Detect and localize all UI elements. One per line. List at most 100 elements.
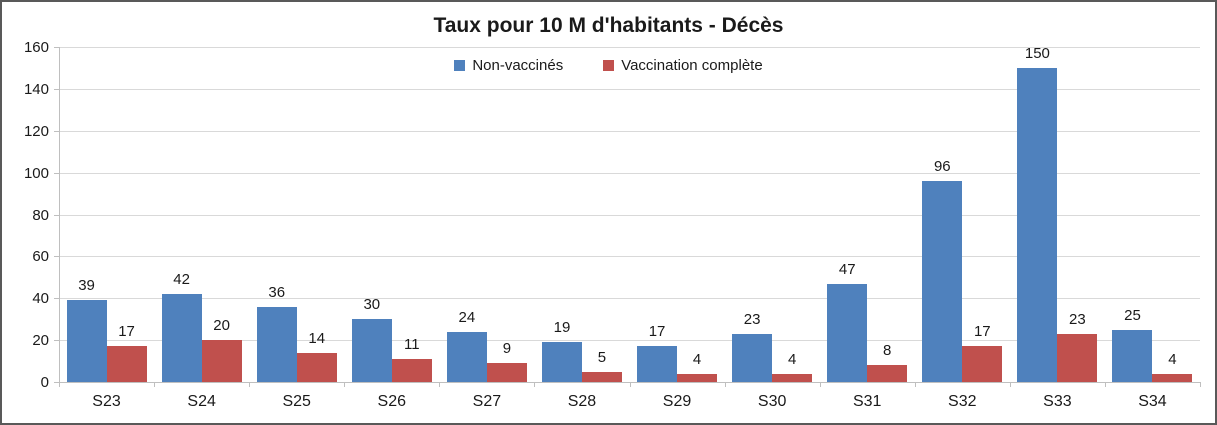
bar-value-label: 36 [268, 283, 286, 301]
x-axis-label: S24 [187, 393, 216, 410]
x-axis-tick [534, 382, 536, 387]
x-axis-tick [59, 382, 60, 387]
legend-label: Vaccination complète [621, 57, 763, 74]
bar-value-label: 23 [743, 310, 761, 328]
bar-value-label: 39 [78, 277, 95, 295]
y-axis-label: 0 [40, 374, 49, 391]
bar-vaccination-complete [962, 346, 1003, 382]
bar-non-vaccines [161, 294, 202, 382]
bar-value-label: 5 [597, 348, 607, 366]
bar-vaccination-complete [106, 346, 147, 382]
y-axis-label: 140 [23, 80, 49, 98]
bar-vaccination-complete [486, 363, 527, 382]
y-axis-label: 100 [23, 164, 49, 182]
y-axis-tick [54, 298, 59, 300]
bar-value-label: 4 [787, 350, 797, 368]
bar-vaccination-complete [1152, 373, 1193, 382]
gridline [59, 47, 1200, 48]
bar-value-label: 96 [933, 158, 951, 175]
y-axis-label: 60 [32, 248, 49, 266]
y-axis-tick [54, 340, 59, 342]
bar-vaccination-complete [581, 371, 622, 382]
bar-value-label: 42 [173, 271, 190, 289]
bar-vaccination-complete [1057, 333, 1098, 382]
bar-value-label: 19 [553, 319, 571, 337]
x-axis-label: S30 [757, 393, 787, 410]
x-axis-tick [439, 382, 441, 387]
x-axis-tick [724, 382, 726, 387]
bar-vaccination-complete [867, 365, 908, 382]
bar-value-label: 25 [1124, 306, 1141, 324]
x-axis-tick [914, 382, 916, 387]
x-axis-label: S32 [948, 393, 977, 410]
x-axis-tick [819, 382, 821, 387]
bar-value-label: 47 [838, 260, 856, 278]
bar-non-vaccines [1112, 329, 1153, 382]
y-axis-tick [54, 256, 59, 258]
y-axis-tick [54, 172, 59, 174]
y-axis-tick [54, 88, 59, 90]
bar-non-vaccines [256, 306, 297, 382]
x-axis-tick [344, 382, 346, 387]
gridline [59, 340, 1200, 342]
y-axis-tick [54, 47, 59, 48]
bar-value-label: 30 [363, 296, 381, 314]
bar-non-vaccines [66, 300, 107, 382]
y-axis-label: 160 [23, 39, 49, 56]
y-axis-label: 80 [32, 206, 49, 224]
x-axis-tick [1009, 382, 1011, 387]
legend: Non-vaccinés Vaccination complète [2, 57, 1215, 74]
x-axis-label: S31 [852, 393, 882, 410]
x-axis-label: S29 [662, 393, 692, 410]
bar-non-vaccines [351, 319, 392, 382]
bar-value-label: 14 [308, 329, 326, 347]
gridline [59, 172, 1200, 174]
gridline [59, 298, 1200, 300]
y-axis-line [59, 47, 60, 382]
x-axis-label: S23 [92, 393, 121, 410]
bar-value-label: 8 [883, 342, 892, 360]
legend-swatch-icon [603, 60, 615, 71]
bar-value-label: 23 [1069, 310, 1086, 328]
chart-title: Taux pour 10 M d'habitants - Décès [433, 14, 784, 37]
y-axis-tick [54, 130, 59, 132]
bar-non-vaccines [541, 342, 582, 382]
bar-non-vaccines [827, 283, 868, 382]
legend-swatch-icon [454, 60, 466, 71]
bar-vaccination-complete [391, 358, 432, 382]
bar-non-vaccines [1017, 67, 1058, 382]
x-axis-tick [154, 382, 156, 387]
legend-item: Vaccination complète [603, 57, 763, 74]
gridline [59, 214, 1200, 216]
bar-vaccination-complete [201, 340, 242, 382]
gridline [59, 130, 1200, 132]
x-axis-label: S27 [472, 393, 502, 410]
bar-value-label: 17 [118, 323, 135, 341]
bar-value-label: 150 [1024, 44, 1050, 62]
x-axis-tick [1200, 382, 1201, 387]
bar-non-vaccines [637, 346, 678, 382]
gridline [59, 88, 1200, 90]
bar-non-vaccines [446, 331, 487, 382]
x-axis-label: S25 [282, 393, 311, 410]
x-axis-label: S34 [1138, 393, 1167, 410]
gridline [59, 256, 1200, 258]
legend-item: Non-vaccinés [454, 57, 563, 74]
bar-value-label: 4 [1168, 350, 1177, 368]
bar-non-vaccines [922, 181, 963, 382]
x-axis-label: S33 [1043, 393, 1072, 410]
x-axis-label: S26 [377, 393, 407, 410]
legend-label: Non-vaccinés [472, 57, 564, 74]
y-axis-label: 120 [23, 122, 49, 140]
x-axis-tick [249, 382, 251, 387]
x-axis-tick [1104, 382, 1106, 387]
bar-value-label: 20 [213, 317, 230, 335]
bar-value-label: 17 [973, 323, 991, 341]
x-axis-label: S28 [567, 393, 597, 410]
y-axis-tick [54, 382, 59, 383]
bar-value-label: 11 [403, 335, 420, 353]
y-axis-label: 20 [32, 332, 49, 350]
bar-value-label: 9 [502, 340, 512, 358]
